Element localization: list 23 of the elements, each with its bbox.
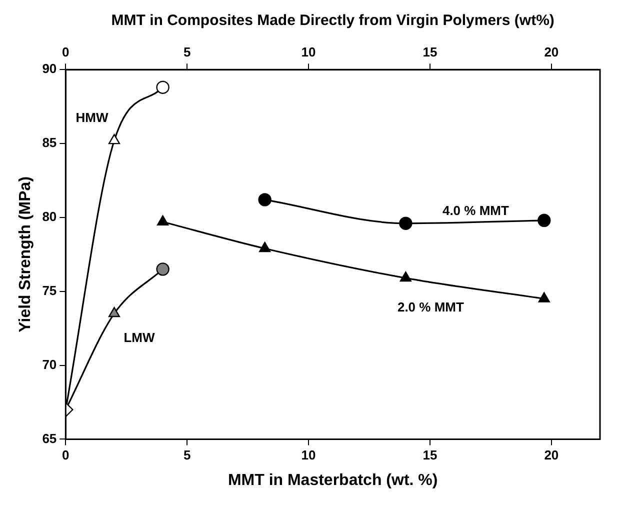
y-tick-label: 85 — [42, 135, 57, 150]
x-tick-label: 15 — [422, 448, 438, 463]
series-label: LMW — [124, 330, 156, 346]
x2-axis-title: MMT in Composites Made Directly from Virgin Polymers (wt%) — [111, 12, 554, 30]
y-tick-label: 65 — [42, 430, 57, 446]
x-tick-label: 0 — [62, 448, 70, 463]
x2-tick-label: 10 — [301, 44, 316, 60]
y-tick-label: 90 — [42, 61, 57, 76]
x2-tick-label: 5 — [183, 44, 191, 60]
y-tick-label: 80 — [42, 209, 57, 224]
x-axis-title: MMT in Masterbatch (wt. %) — [228, 472, 438, 489]
series-label: HMW — [76, 110, 109, 126]
x2-tick-label: 20 — [544, 44, 559, 60]
x-tick-label: 20 — [544, 448, 559, 463]
y-axis-title: Yield Strength (MPa) — [17, 176, 34, 332]
x2-tick-label: 15 — [422, 44, 438, 60]
series-label: 2.0 % MMT — [397, 300, 464, 315]
y-tick-label: 70 — [42, 356, 57, 372]
x2-tick-label: 0 — [62, 44, 70, 60]
x-tick-label: 5 — [183, 448, 191, 463]
x-tick-label: 10 — [301, 448, 316, 463]
series-label: 4.0 % MMT — [442, 202, 509, 218]
y-tick-label: 75 — [42, 282, 57, 298]
